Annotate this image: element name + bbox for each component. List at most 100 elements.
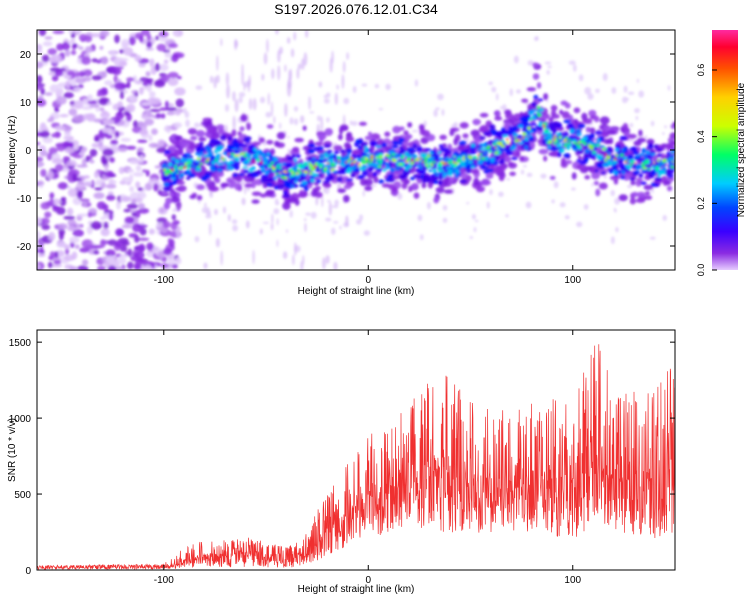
ridge-blob xyxy=(239,126,245,132)
noise-blob xyxy=(67,188,79,198)
ridge-blob xyxy=(316,149,326,155)
ridge-blob xyxy=(629,177,635,181)
noise-blob xyxy=(491,86,497,93)
ridge-blob xyxy=(623,156,628,160)
ridge-blob xyxy=(364,146,368,150)
noise-blob xyxy=(204,202,207,209)
snr-panel: -100 0 100 0 500 1000 1500 Height of straight… xyxy=(7,329,676,595)
noise-blob xyxy=(114,66,124,70)
ridge-blob xyxy=(653,161,655,165)
noise-blob xyxy=(259,228,263,235)
ridge-blob xyxy=(657,171,661,175)
noise-blob xyxy=(82,200,88,208)
ridge-blob xyxy=(405,160,408,164)
ridge-blob xyxy=(243,169,250,174)
noise-blob xyxy=(81,113,94,120)
noise-blob xyxy=(79,247,90,253)
ridge-blob xyxy=(346,153,351,156)
noise-blob xyxy=(81,56,92,65)
noise-blob xyxy=(271,68,275,80)
ridge-blob xyxy=(666,151,672,157)
noise-blob xyxy=(39,122,47,132)
colorbar-ticks: 0.0 0.2 0.4 0.6 xyxy=(696,64,717,276)
ridge-blob xyxy=(453,155,456,158)
ridge-blob xyxy=(505,138,509,141)
y-tick-label: -20 xyxy=(17,242,32,253)
noise-blob xyxy=(362,190,366,197)
ridge-blob xyxy=(394,167,401,171)
ridge-blob xyxy=(291,171,293,175)
noise-blob xyxy=(275,30,279,35)
ridge-blob xyxy=(541,139,548,146)
ridge-blob xyxy=(298,191,307,198)
ridge-blob xyxy=(231,147,238,151)
ridge-blob xyxy=(315,162,319,166)
noise-blob xyxy=(271,213,274,225)
ridge-blob xyxy=(571,128,575,133)
ridge-blob xyxy=(657,173,662,177)
ridge-blob xyxy=(385,165,390,170)
ridge-blob xyxy=(542,124,545,128)
ridge-blob xyxy=(378,162,382,165)
ridge-blob xyxy=(179,165,184,170)
ridge-blob xyxy=(384,131,391,137)
ridge-blob xyxy=(227,135,232,141)
noise-blob xyxy=(166,266,172,270)
noise-blob xyxy=(513,55,519,64)
noise-blob xyxy=(51,158,64,165)
ridge-blob xyxy=(648,168,651,171)
noise-blob xyxy=(115,228,124,237)
ridge-blob xyxy=(485,146,489,150)
noise-blob xyxy=(296,67,300,80)
ridge-blob xyxy=(343,184,352,190)
noise-blob xyxy=(591,183,594,187)
ridge-blob xyxy=(606,130,617,135)
ridge-blob xyxy=(511,143,518,148)
noise-blob xyxy=(315,196,319,206)
ridge-blob xyxy=(242,166,248,169)
noise-blob xyxy=(327,199,331,203)
noise-blob xyxy=(644,135,648,139)
ridge-blob xyxy=(186,153,191,157)
ridge-blob xyxy=(411,182,419,191)
ridge-blob xyxy=(201,166,207,173)
noise-blob xyxy=(175,98,184,108)
ridge-blob xyxy=(330,167,335,172)
ridge-blob xyxy=(632,151,640,155)
y-tick-label: -10 xyxy=(17,194,32,205)
ridge-blob xyxy=(222,151,227,155)
noise-blob xyxy=(132,172,145,177)
noise-blob xyxy=(273,208,280,215)
noise-blob xyxy=(64,254,75,262)
ridge-blob xyxy=(519,155,525,162)
ridge-blob xyxy=(449,166,455,170)
noise-blob xyxy=(158,77,167,81)
noise-blob xyxy=(571,187,576,191)
noise-blob xyxy=(374,83,380,89)
ridge-blob xyxy=(244,151,247,155)
noise-blob xyxy=(158,63,169,72)
noise-blob xyxy=(109,84,116,89)
x-tick-label: 0 xyxy=(365,575,371,586)
noise-blob xyxy=(119,49,125,54)
noise-blob xyxy=(546,69,550,75)
noise-blob xyxy=(103,221,109,230)
ridge-blob xyxy=(653,144,659,149)
ridge-blob xyxy=(389,167,396,172)
ridge-blob xyxy=(465,169,472,174)
noise-blob xyxy=(54,163,64,172)
ridge-blob xyxy=(261,167,265,172)
noise-blob xyxy=(323,94,328,99)
noise-blob xyxy=(128,233,138,238)
ridge-blob xyxy=(199,151,204,156)
ridge-blob xyxy=(657,160,663,166)
noise-blob xyxy=(49,251,55,258)
ridge-blob xyxy=(310,168,315,171)
ridge-blob xyxy=(621,170,626,175)
noise-blob xyxy=(414,79,419,87)
noise-blob xyxy=(611,87,617,94)
noise-blob xyxy=(306,193,312,197)
ridge-blob xyxy=(629,197,636,205)
ridge-blob xyxy=(481,157,485,161)
ridge-blob xyxy=(384,161,390,167)
